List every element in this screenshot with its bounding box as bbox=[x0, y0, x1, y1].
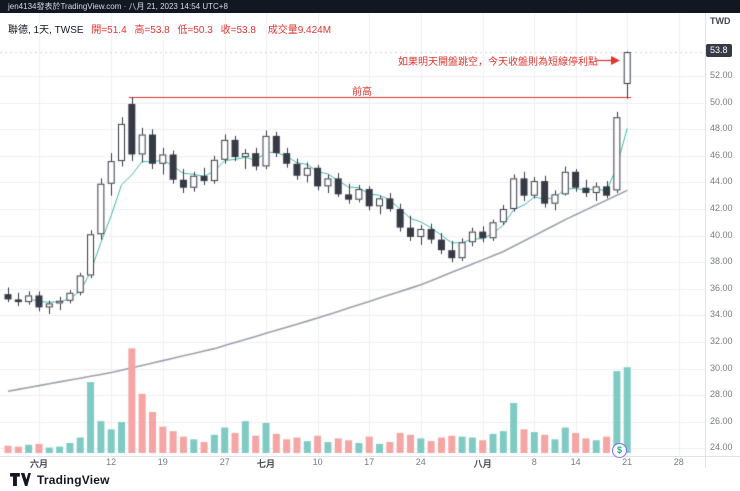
annotation-note: 如果明天開盤跳空，今天收盤則為短線停利點 bbox=[398, 57, 598, 68]
time-axis-label: 14 bbox=[570, 457, 581, 467]
time-axis-separator bbox=[0, 456, 740, 457]
time-axis-label: 24 bbox=[415, 457, 426, 467]
price-axis-label: 24.00 bbox=[710, 442, 733, 453]
price-axis-label: 52.00 bbox=[710, 70, 733, 80]
price-axis-label: 32.00 bbox=[710, 336, 733, 346]
chart-legend[interactable]: 聯德, 1天, TWSE 開=51.4 高=53.8 低=50.3 收=53.8… bbox=[8, 21, 331, 36]
ohlc-close: 收=53.8 bbox=[220, 25, 256, 36]
dollar-glyph: $ bbox=[616, 445, 622, 455]
ohlc-open: 開=51.4 bbox=[91, 25, 127, 36]
currency-label: TWD bbox=[710, 16, 731, 26]
ohlc-low: 低=50.3 bbox=[177, 25, 213, 36]
tradingview-logo-icon[interactable] bbox=[10, 473, 31, 486]
price-axis-label: 30.00 bbox=[710, 362, 733, 373]
price-axis-label: 36.00 bbox=[710, 282, 733, 293]
price-axis-separator bbox=[705, 13, 706, 468]
symbol-title: 聯德, 1天, TWSE bbox=[8, 25, 84, 36]
price-chart-canvas[interactable] bbox=[0, 13, 705, 456]
ohlc-high: 高=53.8 bbox=[134, 25, 170, 36]
price-axis-label: 48.00 bbox=[710, 123, 733, 134]
annotation-prev-high-label: 前高 bbox=[352, 87, 372, 98]
volume-value: 成交量9.424M bbox=[267, 25, 332, 36]
time-axis-label: 10 bbox=[312, 457, 323, 467]
time-axis-label: 八月 bbox=[473, 459, 492, 469]
time-axis-label: 17 bbox=[364, 457, 375, 467]
chart-area: 聯德, 1天, TWSE 開=51.4 高=53.8 低=50.3 收=53.8… bbox=[0, 13, 740, 469]
attribution-bar: jen4134發表於TradingView.com · 八月 21, 2023 … bbox=[0, 0, 740, 13]
footer-bar: TradingView bbox=[0, 468, 740, 491]
price-axis-label: 40.00 bbox=[710, 229, 733, 240]
price-axis-label: 46.00 bbox=[710, 149, 733, 160]
time-axis-label: 21 bbox=[622, 457, 633, 467]
price-axis-label: 34.00 bbox=[710, 309, 733, 320]
attribution-text: jen4134發表於TradingView.com · 八月 21, 2023 … bbox=[8, 2, 228, 11]
price-axis[interactable]: 52.00 50.00 48.00 46.00 44.00 42.00 40.00 38.00… bbox=[705, 13, 740, 456]
time-axis-label: 8 bbox=[531, 457, 537, 467]
time-axis-label: 28 bbox=[673, 457, 684, 467]
time-axis-label: 六月 bbox=[29, 459, 48, 469]
last-price-badge: 53.8 bbox=[706, 44, 732, 57]
price-axis-label: 38.00 bbox=[710, 256, 733, 267]
time-axis-label: 12 bbox=[106, 457, 117, 467]
time-axis-label: 27 bbox=[219, 457, 230, 467]
price-axis-label: 44.00 bbox=[710, 176, 733, 187]
price-axis-label: 50.00 bbox=[710, 96, 733, 107]
price-axis-label: 42.00 bbox=[710, 203, 733, 213]
dollar-badge-icon[interactable]: $ bbox=[612, 443, 627, 458]
time-axis-label: 19 bbox=[157, 457, 168, 467]
footer-brand-text[interactable]: TradingView bbox=[37, 472, 110, 487]
time-axis[interactable]: 六月 12 19 27 七月 10 17 24 八月 8 14 21 28 bbox=[0, 456, 740, 469]
time-axis-label: 七月 bbox=[256, 459, 276, 469]
price-axis-label: 28.00 bbox=[710, 389, 733, 400]
price-axis-label: 26.00 bbox=[710, 415, 733, 426]
